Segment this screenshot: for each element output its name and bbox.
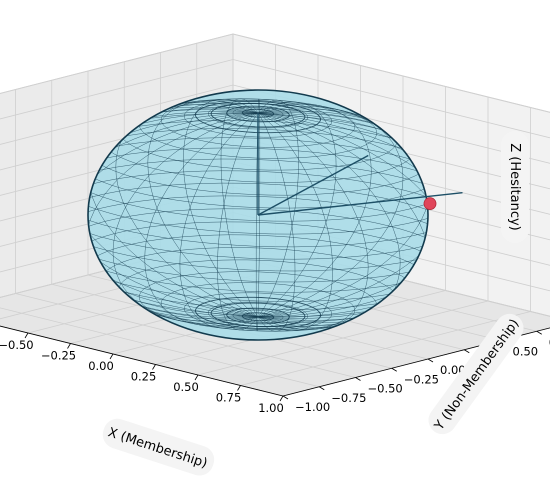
gridline — [0, 59, 234, 120]
parallel — [88, 182, 428, 293]
pole-ring — [226, 307, 290, 325]
pole-ring — [226, 105, 290, 123]
meridian — [257, 112, 428, 318]
pole-ring — [241, 108, 275, 118]
meridian — [257, 112, 428, 318]
parallel — [232, 309, 284, 323]
y-tick-label: 0.75 — [549, 335, 550, 349]
y-tick-label: 0.50 — [513, 345, 539, 359]
x-tick-label: 0.00 — [88, 359, 114, 373]
data-points — [423, 197, 437, 211]
sphere-outline — [87, 89, 429, 341]
gridline — [232, 33, 550, 113]
meridian — [88, 112, 259, 322]
parallel — [160, 98, 356, 148]
parallel — [183, 292, 333, 331]
gridline — [0, 84, 234, 145]
x-tick-label: 1.00 — [258, 401, 284, 415]
z-axis-label: Z (Hesitancy) — [507, 143, 522, 230]
x-tick-label: −0.50 — [0, 338, 34, 352]
parallel — [118, 259, 398, 330]
vector-line — [257, 154, 369, 216]
data-point — [423, 197, 437, 211]
parallel — [88, 221, 428, 317]
meridian — [88, 112, 259, 318]
y-tick-label: −0.75 — [331, 391, 366, 405]
parallel — [232, 107, 284, 121]
meridian — [257, 108, 428, 318]
pole-ring — [210, 302, 306, 327]
gridline — [232, 59, 550, 139]
y-tick-label: −0.25 — [404, 372, 439, 386]
vector-line — [257, 192, 463, 216]
parallel — [183, 99, 333, 138]
gridline — [0, 33, 234, 94]
meridian — [88, 112, 259, 320]
meridian — [88, 112, 259, 318]
parallel — [88, 195, 428, 302]
parallel — [208, 102, 308, 129]
x-tick-label: 0.25 — [131, 370, 157, 384]
x-tick-label: −0.25 — [41, 349, 76, 363]
parallel — [160, 282, 356, 332]
gridline — [240, 311, 531, 386]
meridian — [257, 110, 428, 318]
vectors — [257, 113, 463, 216]
gridline — [197, 300, 489, 376]
y-tick-label: −1.00 — [295, 400, 330, 414]
pole-ring — [210, 103, 306, 128]
parallel — [88, 208, 428, 310]
parallel — [88, 158, 428, 272]
pole-ring — [241, 312, 275, 322]
pole-ring — [195, 100, 321, 134]
pole-ring — [195, 296, 321, 330]
x-tick-label: 0.50 — [173, 380, 199, 394]
y-tick-label: −0.50 — [368, 382, 403, 396]
x-tick-label: 0.75 — [216, 391, 242, 405]
